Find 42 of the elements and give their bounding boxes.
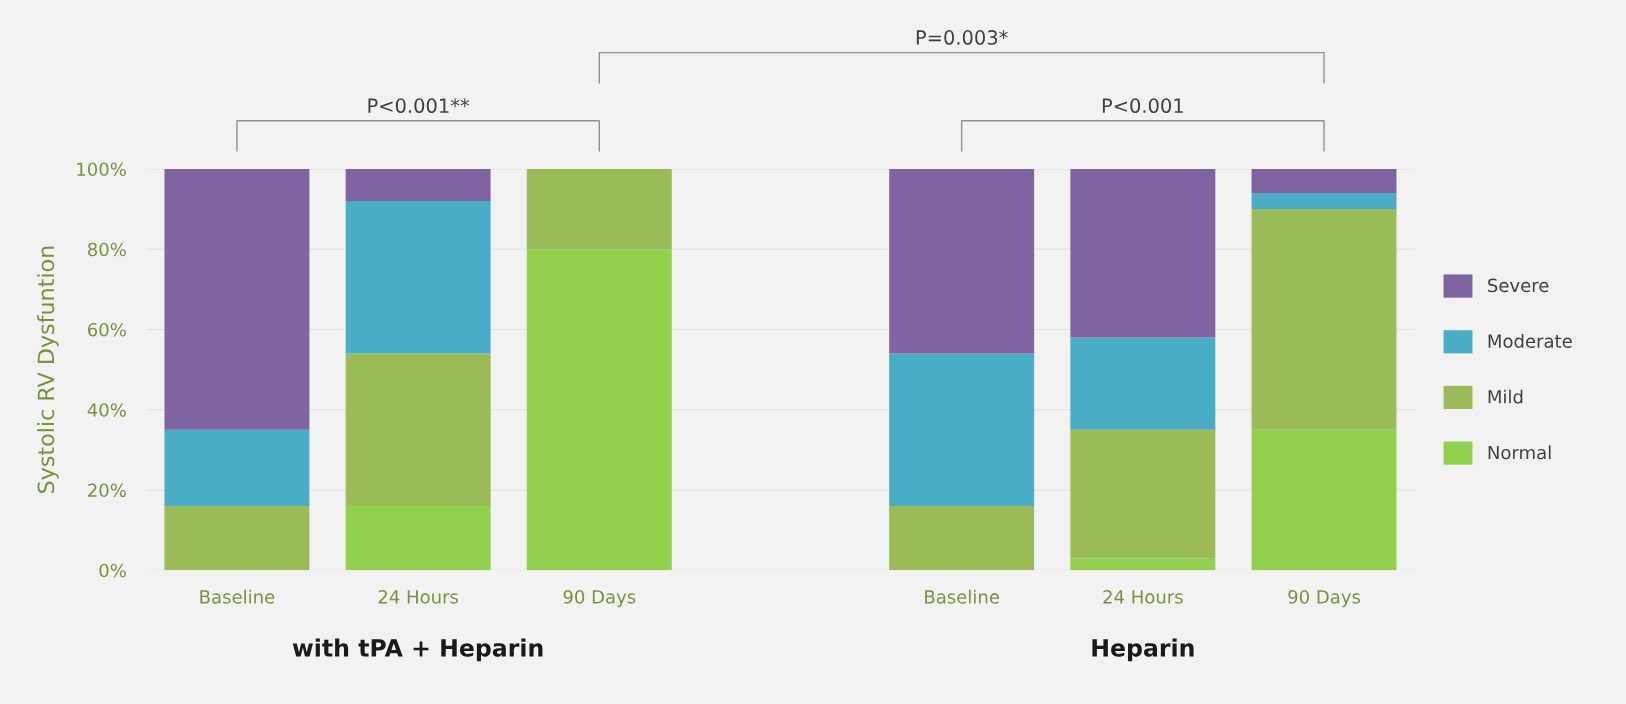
bar: [889, 353, 1035, 507]
x-tick-label: Baseline: [925, 589, 999, 604]
bar: [1251, 193, 1397, 210]
bar: [164, 506, 310, 571]
y-tick-label: 100%: [77, 162, 126, 177]
bar: [889, 506, 1035, 571]
bar: [164, 429, 310, 507]
bar: [345, 168, 491, 202]
bar: [1070, 558, 1216, 571]
text: P<0.001**: [368, 98, 470, 114]
bar: [526, 249, 672, 571]
x-tick-label: 24 Hours: [1103, 590, 1183, 604]
bar: [889, 168, 1035, 354]
legend-label: Moderate: [1488, 333, 1572, 348]
text: P=0.003*: [916, 30, 1008, 45]
x-tick-label: 90 Days: [563, 590, 636, 608]
text: Heparin: [1092, 638, 1194, 662]
legend-label: Severe: [1488, 278, 1549, 293]
bar: [1251, 429, 1397, 571]
y-tick-label: 40%: [87, 403, 126, 417]
text: P<0.001: [1102, 98, 1183, 114]
bar: [526, 168, 672, 250]
y-tick-label: 20%: [88, 483, 126, 498]
bar: [1070, 168, 1216, 338]
bar: [164, 168, 310, 430]
y-tick-label: 60%: [88, 322, 126, 337]
legend-label: Mild: [1488, 389, 1523, 404]
y-axis-title: Systolic RV Dysfuntion: [37, 246, 59, 493]
bar: [345, 353, 491, 507]
y-tick-label: 80%: [87, 242, 126, 257]
bar: [1070, 337, 1216, 430]
x-tick-label: 90 Days: [1288, 590, 1361, 608]
bar: [1070, 429, 1216, 559]
bar: [345, 201, 491, 354]
legend-label: Normal: [1488, 445, 1551, 460]
bar: [345, 506, 491, 571]
x-tick-label: 24 Hours: [378, 590, 459, 604]
y-tick-label: 0%: [99, 563, 126, 578]
bar: [1251, 209, 1397, 430]
text: with tPA + Heparin: [292, 638, 543, 662]
x-tick-label: Baseline: [200, 589, 275, 604]
bar: [1251, 168, 1397, 194]
